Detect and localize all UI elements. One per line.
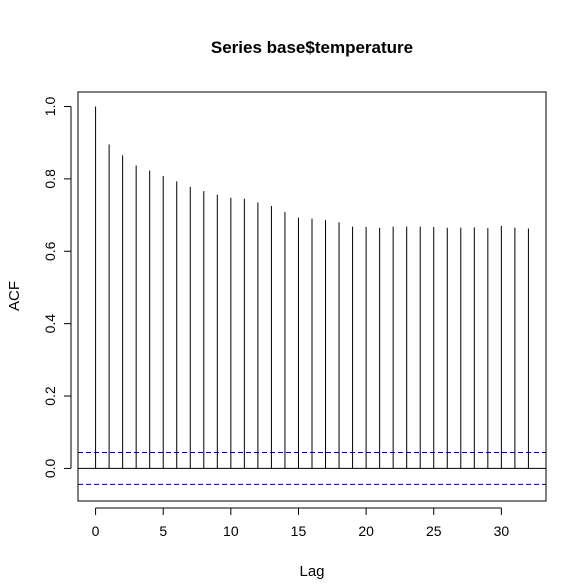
x-axis: 0 5 10 15 20 25 30 xyxy=(92,507,510,539)
chart-title: Series base$temperature xyxy=(211,38,413,57)
x-tick-label: 25 xyxy=(426,523,442,539)
y-tick-label: 0.0 xyxy=(42,458,58,478)
x-tick-label: 20 xyxy=(358,523,374,539)
plot-frame xyxy=(77,91,547,502)
y-axis-label: ACF xyxy=(6,281,23,311)
x-tick-label: 30 xyxy=(494,523,510,539)
y-tick-label: 1.0 xyxy=(42,97,58,117)
acf-bars xyxy=(95,106,529,469)
y-axis: 0.0 0.2 0.4 0.6 0.8 1.0 xyxy=(42,97,72,478)
y-tick-label: 0.4 xyxy=(42,314,58,334)
x-tick-label: 15 xyxy=(291,523,307,539)
y-tick-label: 0.2 xyxy=(42,386,58,406)
reference-lines xyxy=(78,451,546,485)
y-tick-label: 0.6 xyxy=(42,241,58,261)
x-tick-label: 5 xyxy=(159,523,167,539)
x-tick-label: 0 xyxy=(92,523,100,539)
x-tick-label: 10 xyxy=(223,523,239,539)
x-axis-label: Lag xyxy=(299,563,324,580)
y-tick-label: 0.8 xyxy=(42,169,58,189)
